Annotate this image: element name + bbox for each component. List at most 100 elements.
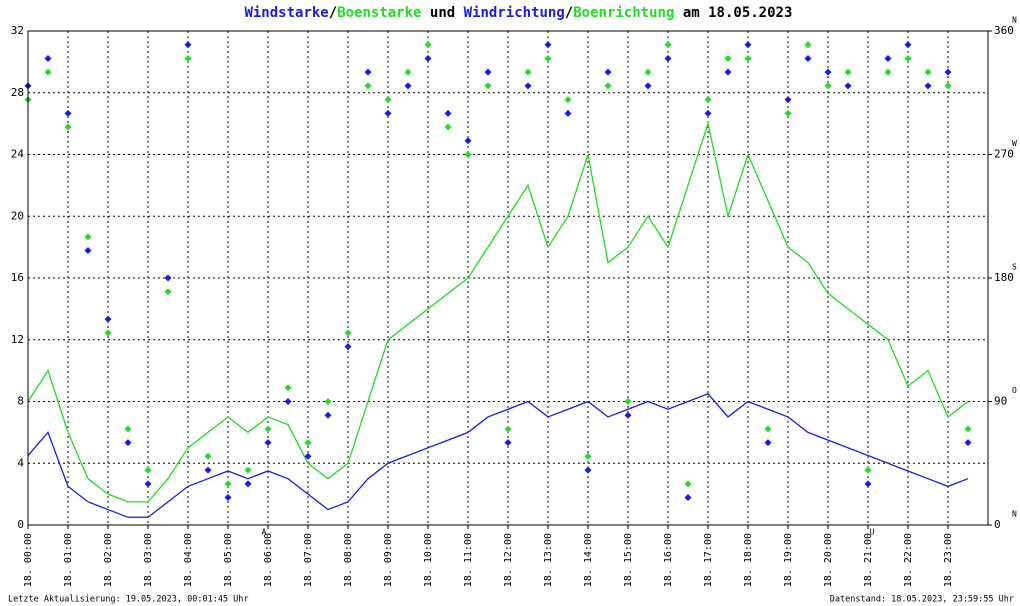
direction-point	[124, 425, 132, 433]
direction-point	[864, 466, 872, 474]
direction-point	[204, 452, 212, 460]
x-tick-label: 18. 13:00	[543, 533, 554, 587]
y2-tick-label: 270	[994, 148, 1014, 161]
y-tick-label: 32	[11, 24, 24, 37]
x-tick-label: 18. 20:00	[823, 533, 834, 587]
y2-tick-letter: O	[1012, 386, 1017, 395]
direction-point	[904, 41, 912, 49]
x-tick-label: 18. 02:00	[103, 533, 114, 587]
direction-point	[384, 96, 392, 104]
direction-point	[604, 82, 612, 90]
direction-point	[264, 425, 272, 433]
annotation: U	[870, 528, 875, 537]
footer-right: Datenstand: 18.05.2023, 23:59:55 Uhr	[830, 595, 1014, 605]
y-tick-label: 24	[11, 148, 25, 161]
x-tick-label: 18. 18:00	[743, 533, 754, 587]
x-tick-label: 18. 19:00	[783, 533, 794, 587]
x-tick-label: 18. 09:00	[383, 533, 394, 587]
y-tick-label: 28	[11, 86, 24, 99]
direction-point	[84, 233, 92, 241]
x-tick-label: 18. 23:00	[943, 533, 954, 587]
direction-point	[944, 68, 952, 76]
x-tick-label: 18. 00:00	[23, 533, 34, 587]
direction-point	[704, 109, 712, 117]
direction-point	[824, 82, 832, 90]
direction-point	[724, 54, 732, 62]
x-tick-label: 18. 03:00	[143, 533, 154, 587]
y2-tick-letter: W	[1012, 139, 1017, 148]
direction-point	[784, 109, 792, 117]
x-tick-label: 18. 07:00	[303, 533, 314, 587]
direction-point	[184, 54, 192, 62]
direction-point	[384, 109, 392, 117]
x-tick-label: 18. 08:00	[343, 533, 354, 587]
y-tick-label: 20	[11, 209, 24, 222]
x-tick-label: 18. 10:00	[423, 533, 434, 587]
x-tick-label: 18. 14:00	[583, 533, 594, 587]
direction-point	[524, 68, 532, 76]
direction-point	[44, 54, 52, 62]
direction-point	[484, 82, 492, 90]
direction-point	[684, 494, 692, 502]
direction-point	[704, 96, 712, 104]
direction-point	[924, 68, 932, 76]
direction-point	[844, 82, 852, 90]
direction-point	[224, 494, 232, 502]
title-part: und	[421, 5, 463, 21]
direction-point	[744, 54, 752, 62]
y2-tick-label: 0	[994, 518, 1001, 531]
direction-point	[464, 137, 472, 145]
direction-point	[964, 425, 972, 433]
title-part: Boenstarke	[337, 5, 421, 21]
x-tick-label: 18. 12:00	[503, 533, 514, 587]
y2-tick-label: 90	[994, 395, 1007, 408]
direction-point	[544, 54, 552, 62]
direction-point	[404, 68, 412, 76]
direction-point	[484, 68, 492, 76]
title-part: am 18.05.2023	[674, 5, 792, 21]
direction-point	[224, 480, 232, 488]
title-part: Boenrichtung	[573, 5, 674, 21]
direction-point	[504, 425, 512, 433]
direction-point	[504, 439, 512, 447]
direction-point	[64, 123, 72, 131]
x-tick-label: 18. 11:00	[463, 533, 474, 587]
y2-tick-letter: N	[1012, 16, 1017, 25]
direction-point	[464, 151, 472, 158]
direction-point	[864, 480, 872, 488]
direction-point	[564, 96, 572, 104]
title-part: /	[329, 5, 337, 21]
footer-left: Letzte Aktualisierung: 19.05.2023, 00:01…	[8, 595, 249, 605]
direction-point	[284, 384, 292, 392]
x-tick-label: 18. 04:00	[183, 533, 194, 587]
direction-point	[624, 411, 632, 419]
wind-line	[27, 121, 969, 503]
y-tick-label: 0	[17, 518, 24, 531]
direction-point	[904, 54, 912, 62]
direction-point	[764, 425, 772, 433]
direction-point	[764, 439, 772, 447]
direction-point	[784, 96, 792, 104]
annotation: A	[262, 528, 267, 537]
y-tick-label: 8	[17, 395, 24, 408]
direction-point	[344, 329, 352, 337]
direction-point	[584, 452, 592, 460]
direction-point	[124, 439, 132, 447]
direction-point	[324, 398, 332, 405]
direction-point	[444, 109, 452, 117]
title-part: Windrichtung	[464, 5, 565, 21]
x-tick-label: 18. 01:00	[63, 533, 74, 587]
direction-point	[944, 82, 952, 90]
y-tick-label: 4	[17, 456, 24, 469]
y-tick-label: 16	[11, 271, 24, 284]
direction-point	[604, 68, 612, 76]
direction-point	[364, 82, 372, 90]
direction-point	[44, 68, 52, 76]
x-tick-label: 18. 05:00	[223, 533, 234, 587]
direction-point	[664, 54, 672, 62]
wind-line	[27, 393, 969, 518]
direction-point	[644, 68, 652, 76]
direction-point	[564, 109, 572, 117]
x-tick-label: 18. 17:00	[703, 533, 714, 587]
